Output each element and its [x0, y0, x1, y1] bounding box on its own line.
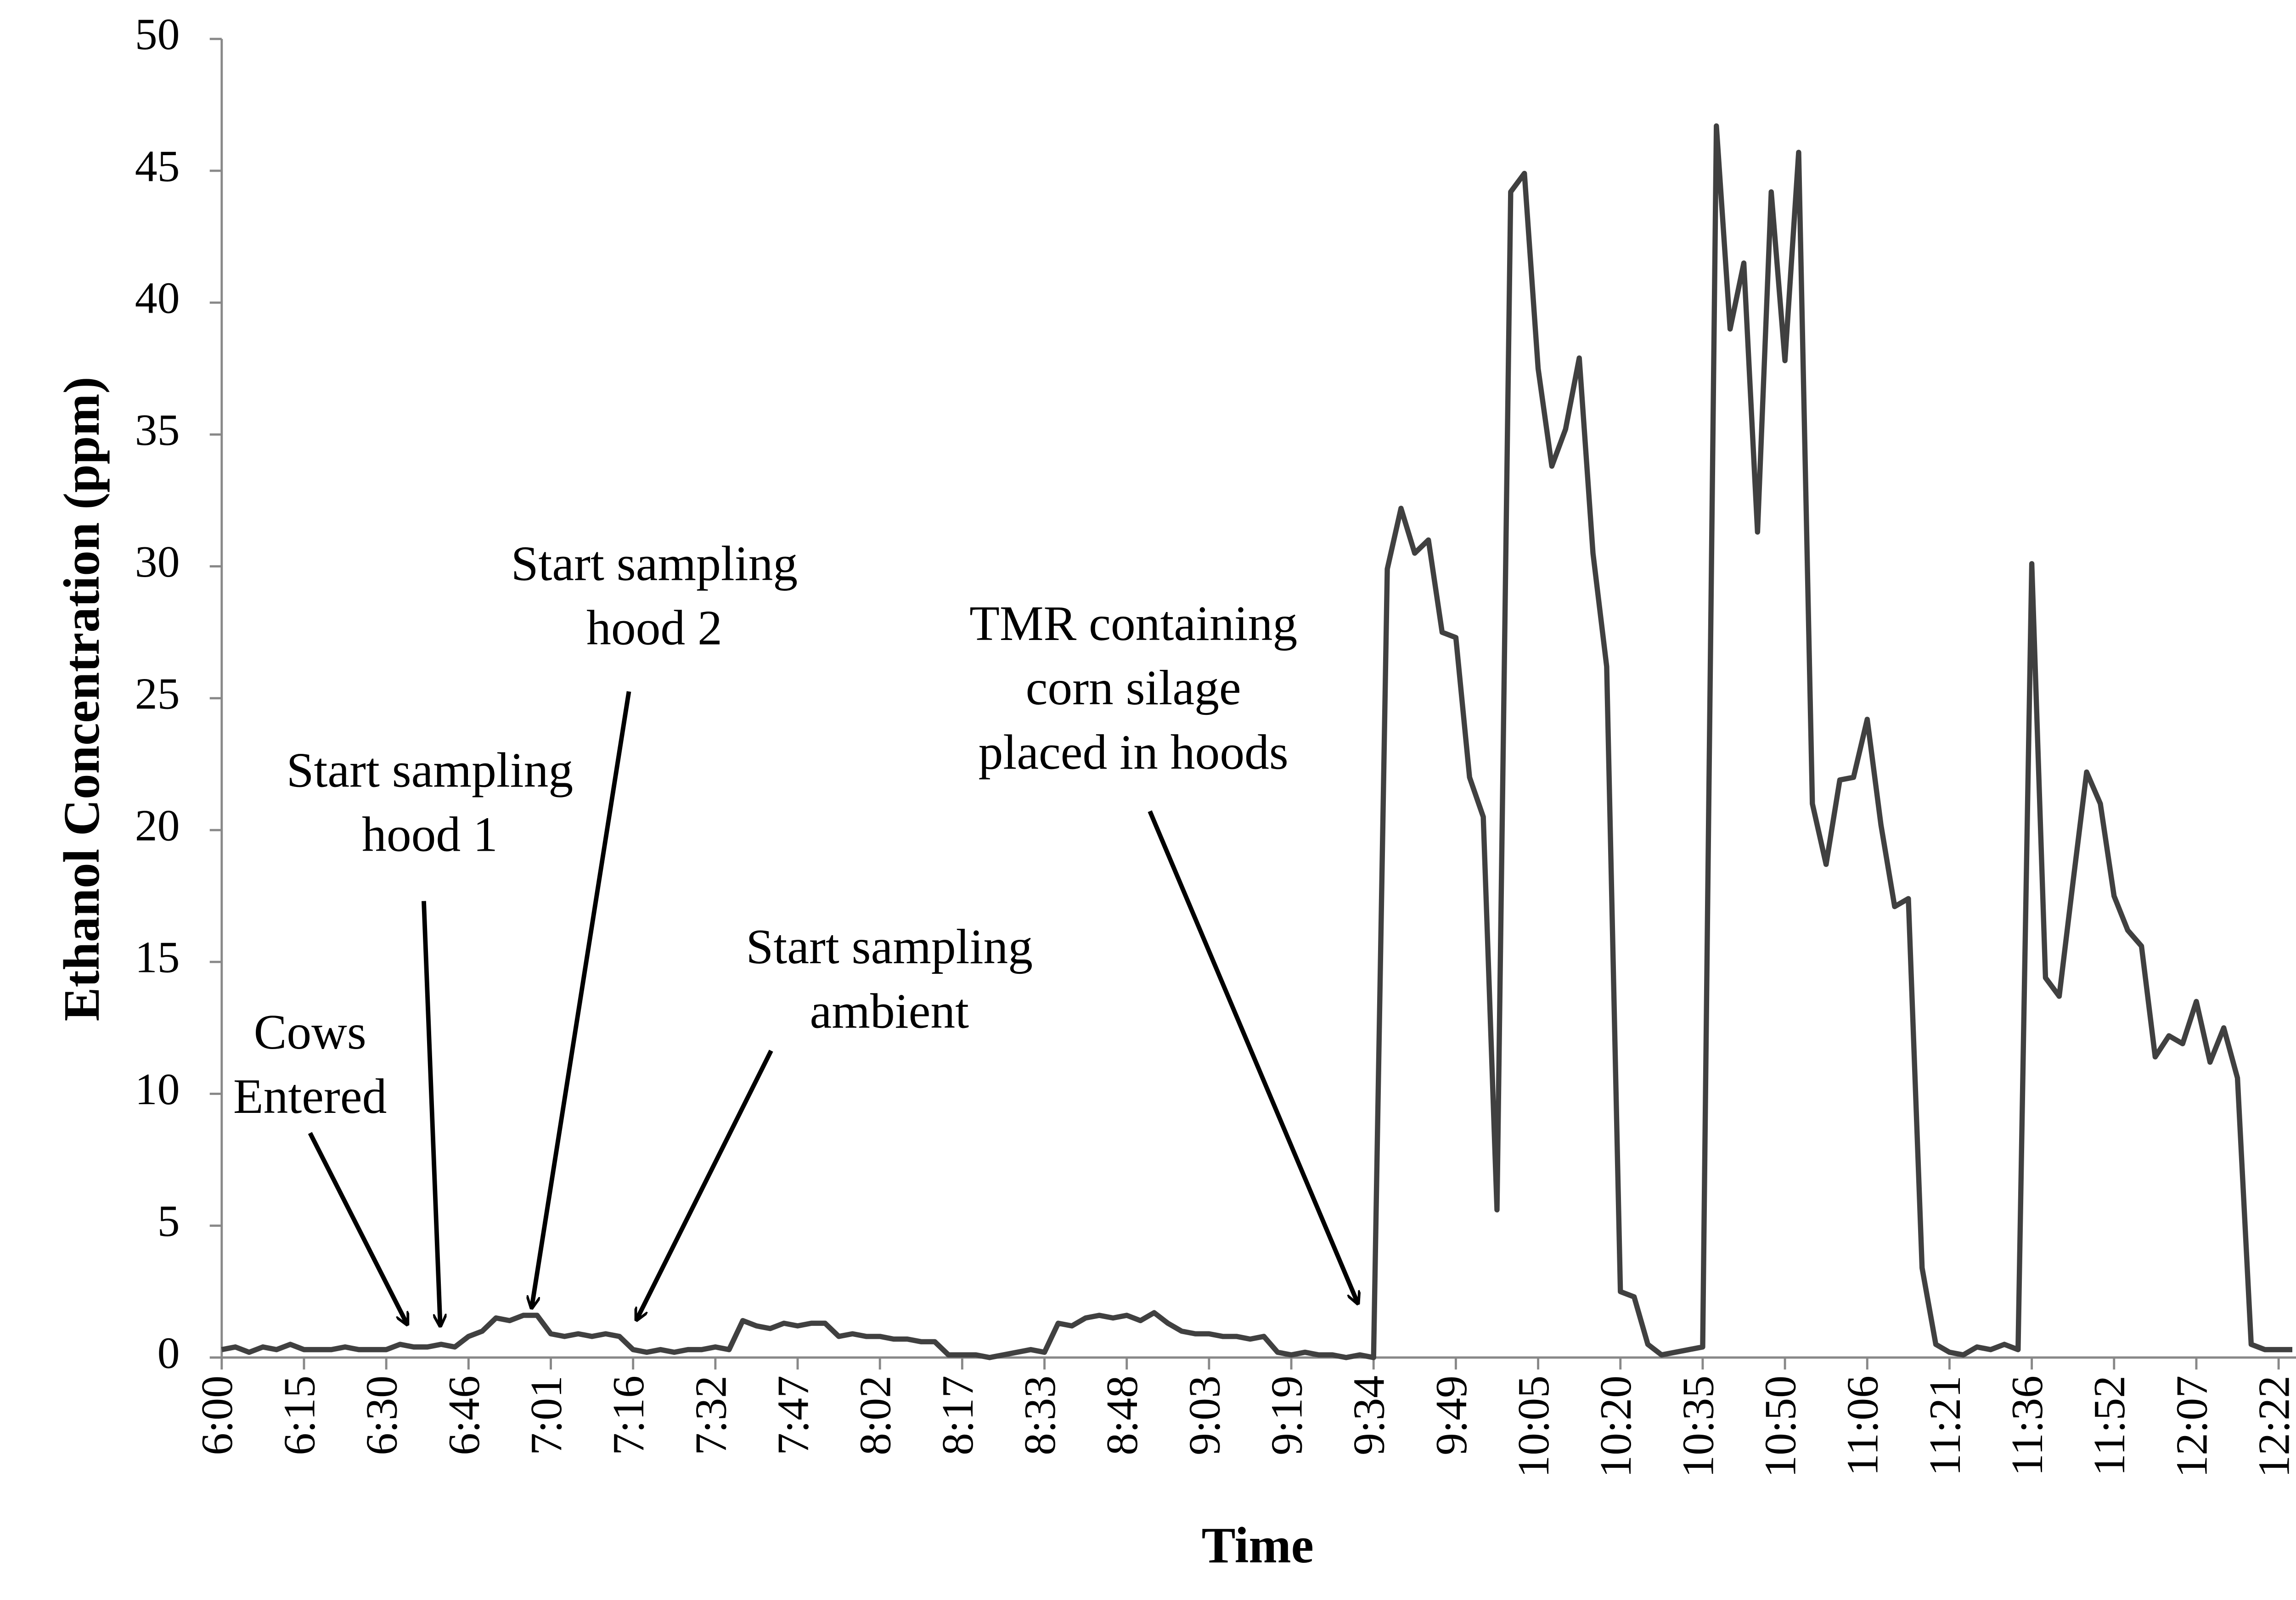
x-tick-label: 12:07 — [2167, 1375, 2217, 1478]
y-tick-label: 0 — [158, 1328, 180, 1378]
y-tick-label: 15 — [135, 933, 180, 982]
x-tick-label: 7:32 — [686, 1375, 736, 1455]
y-tick-label: 40 — [135, 274, 180, 323]
arrow — [422, 901, 440, 1326]
x-tick-label: 10:05 — [1509, 1375, 1559, 1478]
arrow — [308, 1132, 410, 1325]
annotation: placed in hoods — [979, 725, 1289, 780]
x-tick-label: 8:48 — [1097, 1375, 1147, 1455]
x-tick-label: 7:16 — [604, 1375, 653, 1455]
x-tick-label: 10:35 — [1673, 1375, 1723, 1478]
x-tick-label: 7:01 — [522, 1375, 571, 1455]
x-tick-label: 11:36 — [2003, 1375, 2052, 1476]
x-tick-label: 10:20 — [1591, 1375, 1641, 1478]
y-tick-label: 5 — [158, 1196, 180, 1246]
x-tick-label: 6:46 — [439, 1375, 489, 1455]
x-tick-label: 6:30 — [357, 1375, 407, 1455]
y-tick-label: 10 — [135, 1065, 180, 1114]
annotation: Start sampling — [511, 537, 798, 591]
x-tick-label: 11:52 — [2085, 1375, 2134, 1476]
x-tick-label: 8:17 — [933, 1375, 983, 1455]
y-axis-label: Ethanol Concentration (ppm) — [53, 376, 110, 1021]
y-tick-label: 30 — [135, 537, 180, 587]
annotation: corn silage — [1026, 661, 1241, 715]
arrow — [532, 691, 631, 1308]
annotation: TMR containing — [969, 596, 1297, 651]
x-tick-label: 6:15 — [275, 1375, 324, 1455]
y-tick-label: 50 — [135, 10, 180, 59]
annotation: Start sampling — [287, 743, 574, 797]
x-axis-label: Time — [1202, 1517, 1314, 1573]
data-line — [221, 123, 2292, 1360]
x-tick-label: 9:34 — [1345, 1375, 1394, 1455]
annotation: Entered — [233, 1069, 387, 1124]
x-tick-label: 8:02 — [851, 1375, 900, 1455]
annotation: ambient — [810, 984, 969, 1039]
x-tick-label: 6:00 — [192, 1375, 242, 1455]
arrow — [1148, 810, 1358, 1304]
annotation: Cows — [254, 1005, 366, 1060]
y-tick-label: 35 — [135, 405, 180, 455]
y-tick-label: 20 — [135, 801, 180, 850]
x-tick-label: 11:21 — [1920, 1375, 1970, 1476]
y-tick-label: 45 — [135, 141, 180, 191]
x-tick-label: 9:49 — [1427, 1375, 1476, 1455]
annotation: Start sampling — [746, 920, 1033, 974]
x-tick-label: 8:33 — [1015, 1375, 1065, 1455]
annotation: hood 1 — [362, 808, 498, 862]
y-tick-label: 25 — [135, 669, 180, 719]
arrows — [308, 691, 1358, 1326]
x-tick-label: 10:50 — [1756, 1375, 1806, 1478]
x-tick-label: 9:19 — [1262, 1375, 1311, 1455]
annotation: hood 2 — [586, 601, 722, 656]
x-tick-label: 11:06 — [1838, 1375, 1888, 1476]
arrow — [634, 1050, 773, 1320]
x-tick-label: 7:47 — [768, 1375, 818, 1455]
x-tick-label: 12:22 — [2250, 1375, 2296, 1478]
x-tick-label: 9:03 — [1180, 1375, 1229, 1455]
